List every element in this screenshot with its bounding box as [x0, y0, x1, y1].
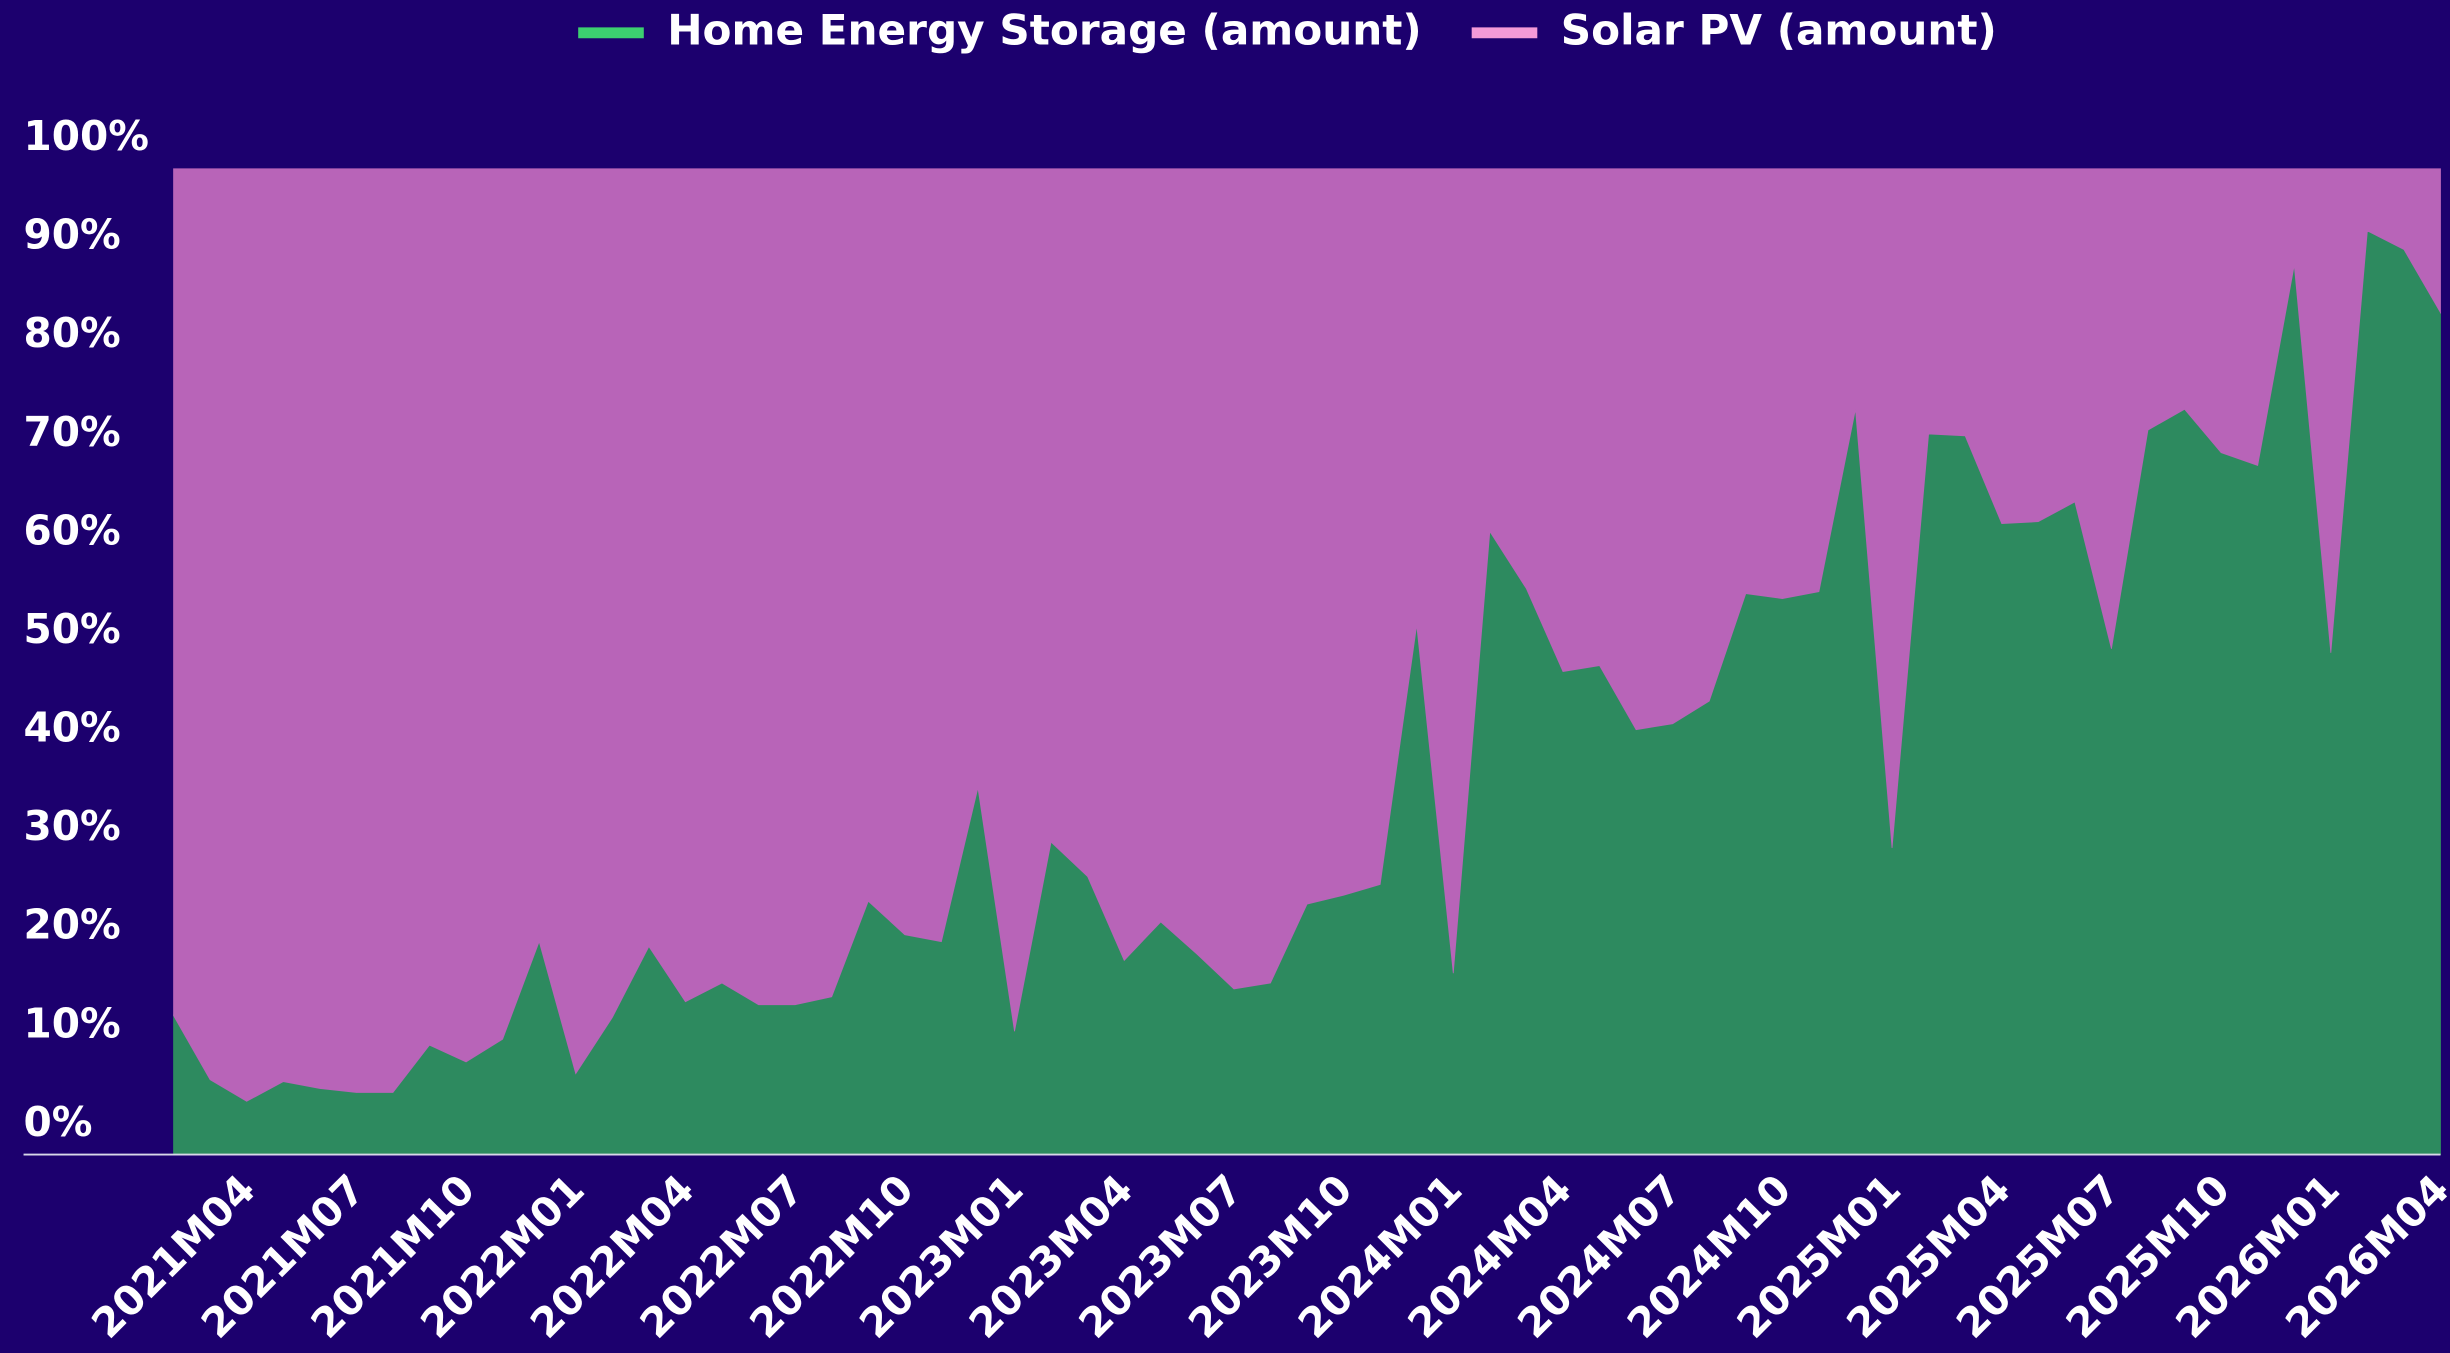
y-tick-label: 100%: [24, 112, 149, 160]
y-tick-label: 80%: [24, 309, 121, 357]
legend-label: Home Energy Storage (amount): [667, 5, 1421, 54]
y-tick-label: 90%: [24, 211, 121, 259]
y-tick-label: 40%: [24, 704, 121, 752]
y-tick-label: 50%: [24, 605, 121, 653]
y-tick-label: 70%: [24, 408, 121, 456]
area: [173, 168, 2441, 1102]
legend-label: Solar PV (amount): [1561, 5, 1997, 54]
y-tick-label: 30%: [24, 802, 121, 850]
y-tick-label: 20%: [24, 901, 121, 949]
legend: Home Energy Storage (amount) Solar PV (am…: [578, 5, 1997, 54]
y-tick-label: 0%: [24, 1098, 93, 1146]
y-tick-label: 10%: [24, 999, 121, 1047]
y-tick-label: 60%: [24, 506, 121, 554]
